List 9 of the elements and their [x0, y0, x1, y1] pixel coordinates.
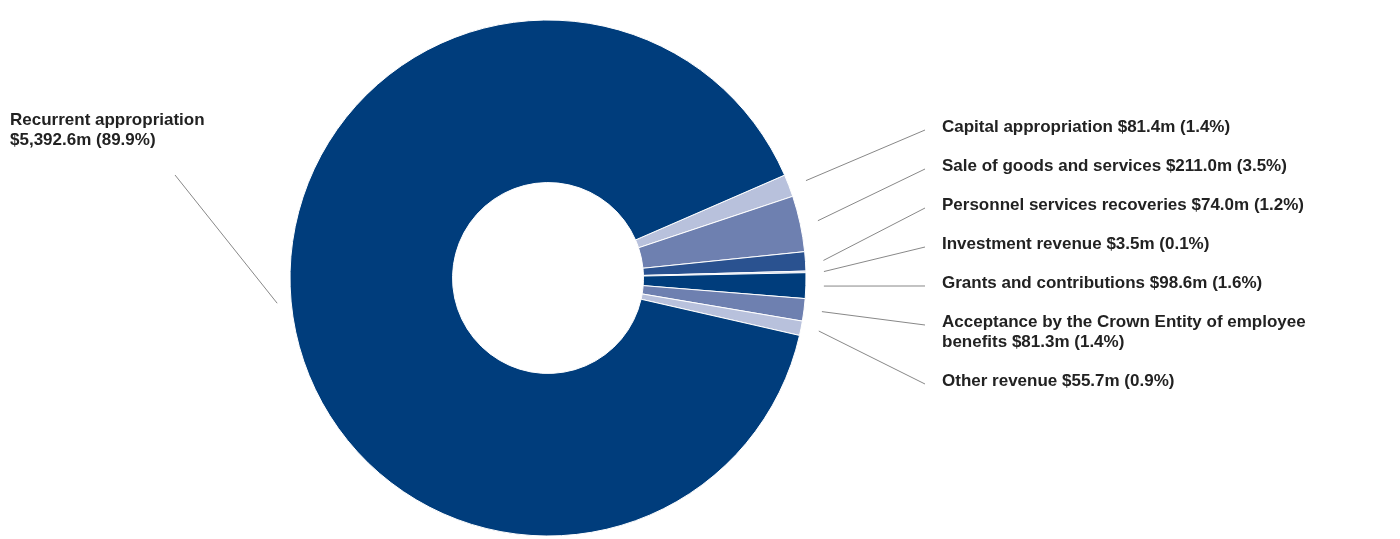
slice-label: Sale of goods and services $211.0m (3.5%) [942, 156, 1287, 175]
slice-label: Investment revenue $3.5m (0.1%) [942, 234, 1210, 253]
slice-label: Capital appropriation $81.4m (1.4%) [942, 117, 1231, 136]
slice-label: Acceptance by the Crown Entity of employee benefits $81.3m (1.4%) [942, 312, 1306, 351]
slice-label: Grants and contributions $98.6m (1.6%) [942, 273, 1263, 292]
slice-label: Personnel services recoveries $74.0m (1.2%) [942, 195, 1304, 214]
slice-label: Recurrent appropriation [10, 110, 205, 129]
data-label: $5,392.6m (89.9%) [10, 130, 156, 149]
slice-label: Other revenue $55.7m (0.9%) [942, 371, 1175, 390]
